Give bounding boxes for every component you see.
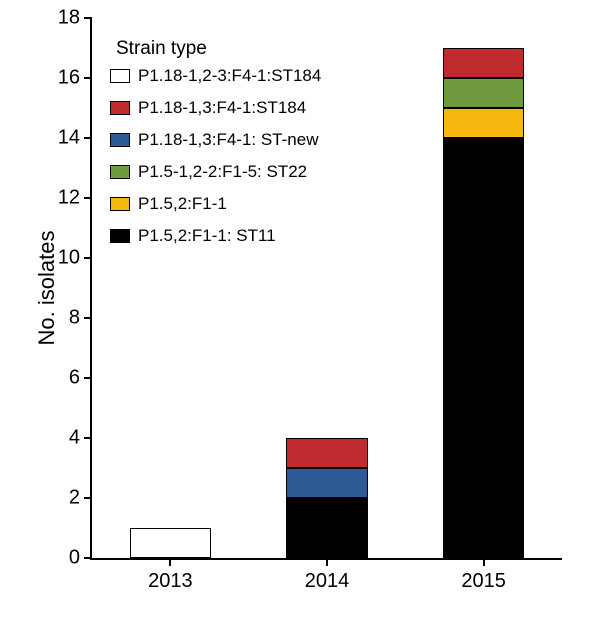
legend-label: P1.5-1,2-2:F1-5: ST22 [138,162,307,182]
x-tick [326,558,328,566]
legend-item: P1.18-1,2-3:F4-1:ST184 [110,66,321,86]
bar-segment [286,498,367,558]
y-tick [84,137,92,139]
legend-label: P1.5,2:F1-1 [138,194,227,214]
legend-swatch [110,229,130,243]
bar-segment [443,48,524,78]
legend-label: P1.18-1,3:F4-1: ST-new [138,130,318,150]
legend-swatch [110,101,130,115]
legend-label: P1.18-1,2-3:F4-1:ST184 [138,66,321,86]
y-tick-label: 2 [69,487,80,510]
y-tick-label: 0 [69,547,80,570]
bar-segment [443,138,524,558]
legend-item: P1.5,2:F1-1: ST11 [110,226,321,246]
y-tick-label: 4 [69,427,80,450]
y-tick [84,377,92,379]
legend: Strain type P1.18-1,2-3:F4-1:ST184P1.18-… [110,38,321,258]
x-tick [169,558,171,566]
legend-swatch [110,133,130,147]
y-tick [84,497,92,499]
legend-item: P1.5,2:F1-1 [110,194,321,214]
legend-item: P1.18-1,3:F4-1: ST-new [110,130,321,150]
y-tick [84,437,92,439]
bar-segment [286,438,367,468]
y-tick [84,257,92,259]
x-tick-label: 2013 [148,570,193,593]
y-tick-label: 12 [58,187,80,210]
chart-container: 0 2 4 6 8 10 12 14 16 18 2013 2014 2015 No. isolates… [0,0,600,624]
y-tick-label: 8 [69,307,80,330]
legend-item: P1.18-1,3:F4-1:ST184 [110,98,321,118]
y-tick-label: 18 [58,7,80,30]
y-tick-label: 16 [58,67,80,90]
y-tick [84,317,92,319]
y-tick [84,557,92,559]
y-axis-label: No. isolates [34,231,60,346]
y-tick [84,197,92,199]
x-tick-label: 2015 [461,570,506,593]
legend-swatch [110,197,130,211]
y-tick [84,17,92,19]
y-tick-label: 10 [58,247,80,270]
legend-swatch [110,69,130,83]
bar-segment [130,528,211,558]
legend-item: P1.5-1,2-2:F1-5: ST22 [110,162,321,182]
bar-segment [443,108,524,138]
bar-segment [443,78,524,108]
legend-label: P1.5,2:F1-1: ST11 [138,226,276,246]
legend-title: Strain type [116,38,321,60]
x-tick [483,558,485,566]
bar-segment [286,468,367,498]
legend-items: P1.18-1,2-3:F4-1:ST184 P1.18-1,3:F4-1:ST1… [110,66,321,246]
y-tick-label: 6 [69,367,80,390]
legend-swatch [110,165,130,179]
legend-label: P1.18-1,3:F4-1:ST184 [138,98,306,118]
y-tick-label: 14 [58,127,80,150]
x-tick-label: 2014 [305,570,350,593]
y-tick [84,77,92,79]
